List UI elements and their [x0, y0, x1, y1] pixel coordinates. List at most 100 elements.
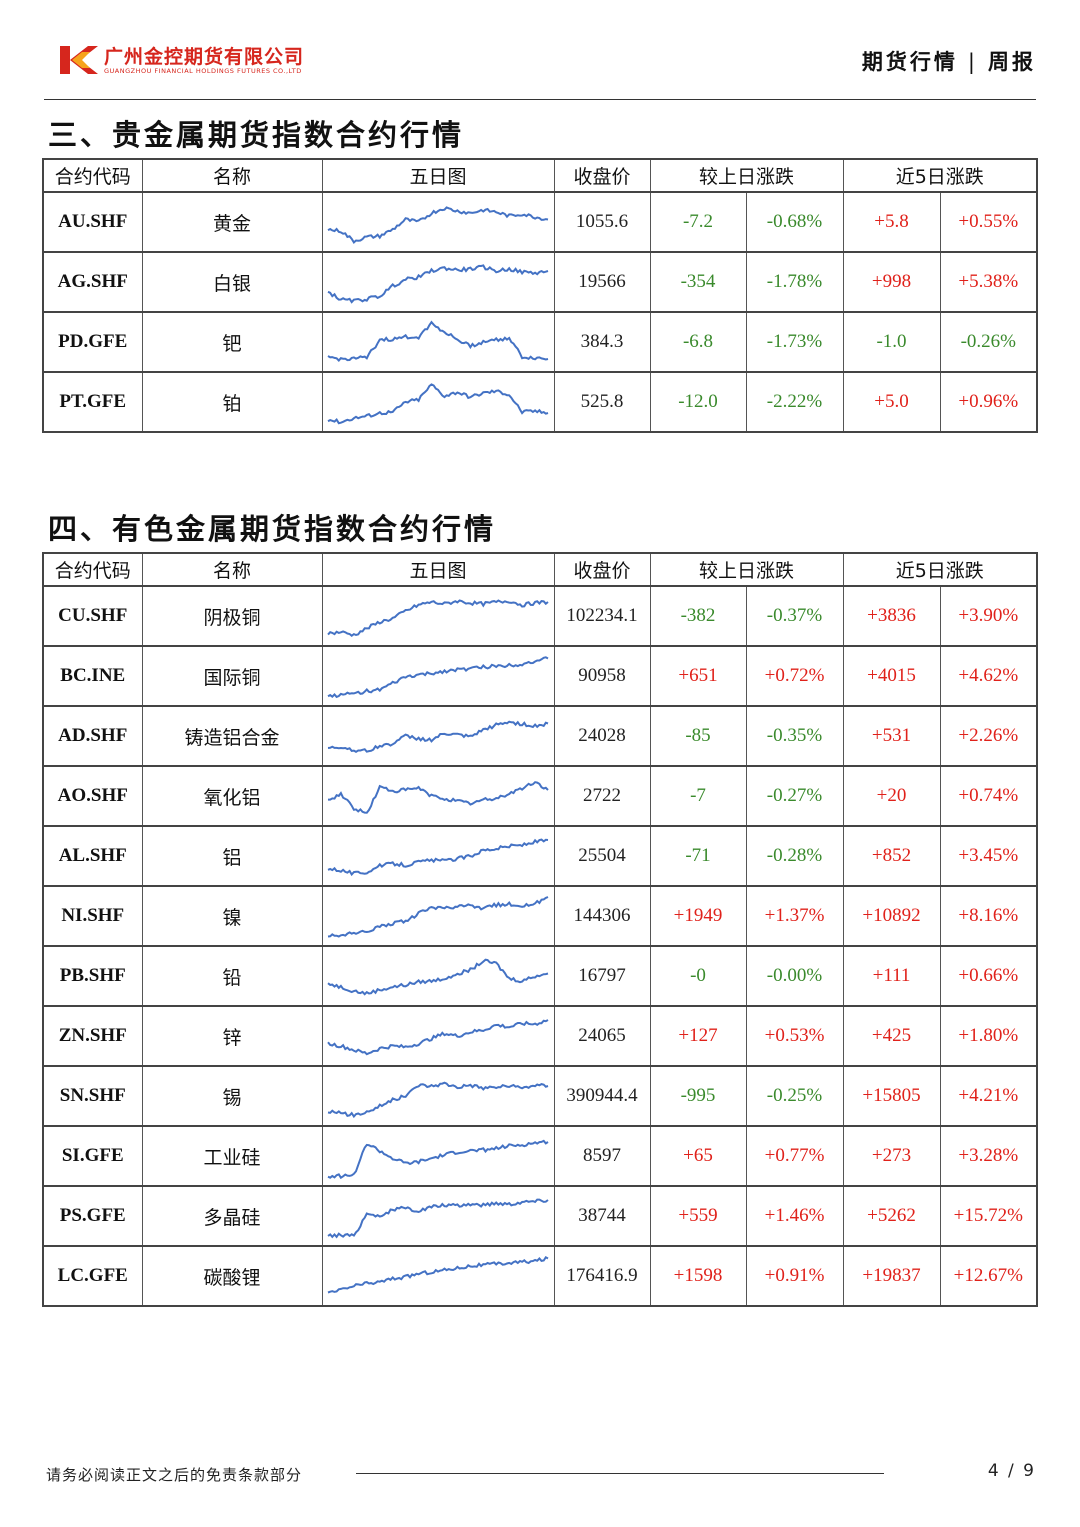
header-separator: | — [967, 50, 978, 74]
five-day-chart-cell — [321, 825, 555, 887]
table-body: CU.SHF 阴极铜 102234.1 -382 -0.37% +3836 +3.90% BC… — [42, 585, 1039, 1307]
daily-change-pct: +0.91% — [745, 1245, 844, 1307]
five-day-chart-cell — [321, 765, 555, 827]
precious-metals-table: 合约代码 名称 五日图 收盘价 较上日涨跌 近5日涨跌 AU.SHF 黄金 1055.6 -7.2… — [42, 158, 1039, 433]
daily-change-pct: +0.77% — [745, 1125, 844, 1187]
close-price: 390944.4 — [553, 1065, 651, 1127]
contract-code: NI.SHF — [42, 885, 143, 947]
weekly-change-pct: +4.21% — [939, 1065, 1039, 1127]
daily-change: -6.8 — [649, 311, 747, 373]
weekly-change: +5.8 — [842, 191, 941, 253]
five-day-sparkline — [327, 1139, 549, 1180]
daily-change-pct: +0.72% — [745, 645, 844, 707]
table-row: ZN.SHF 锌 24065 +127 +0.53% +425 +1.80% — [42, 1005, 1039, 1067]
daily-change: -354 — [649, 251, 747, 313]
close-price: 25504 — [553, 825, 651, 887]
close-price: 102234.1 — [553, 585, 651, 647]
table-row: LC.GFE 碳酸锂 176416.9 +1598 +0.91% +19837 +12.67… — [42, 1245, 1039, 1307]
close-price: 2722 — [553, 765, 651, 827]
close-price: 90958 — [553, 645, 651, 707]
five-day-chart-cell — [321, 705, 555, 767]
contract-name: 铝 — [141, 825, 323, 887]
sparkline-series — [327, 958, 549, 996]
company-name-en: GUANGZHOU FINANCIAL HOLDINGS FUTURES CO.… — [104, 67, 302, 75]
table-body: AU.SHF 黄金 1055.6 -7.2 -0.68% +5.8 +0.55% AG.SHF… — [42, 191, 1039, 433]
five-day-sparkline — [327, 1255, 549, 1294]
five-day-chart-cell — [321, 885, 555, 947]
five-day-sparkline — [327, 264, 549, 304]
contract-name: 碳酸锂 — [141, 1245, 323, 1307]
daily-change-pct: -0.37% — [745, 585, 844, 647]
col-chart-header: 五日图 — [321, 552, 555, 587]
daily-change-pct: -1.78% — [745, 251, 844, 313]
col-daily-change-header: 较上日涨跌 — [649, 158, 844, 193]
weekly-change-pct: +2.26% — [939, 705, 1039, 767]
weekly-change-pct: +5.38% — [939, 251, 1039, 313]
col-weekly-change-header: 近5日涨跌 — [842, 552, 1039, 587]
sparkline-series — [327, 320, 549, 362]
five-day-chart-cell — [321, 585, 555, 647]
footer-divider — [356, 1473, 884, 1474]
close-price: 38744 — [553, 1185, 651, 1247]
contract-name: 国际铜 — [141, 645, 323, 707]
weekly-change-pct: +15.72% — [939, 1185, 1039, 1247]
daily-change: -85 — [649, 705, 747, 767]
col-name-header: 名称 — [141, 552, 323, 587]
weekly-change-pct: +3.45% — [939, 825, 1039, 887]
section-title-precious-metals: 三、贵金属期货指数合约行情 — [48, 118, 465, 152]
close-price: 1055.6 — [553, 191, 651, 253]
daily-change-pct: -1.73% — [745, 311, 844, 373]
daily-change-pct: -0.00% — [745, 945, 844, 1007]
weekly-change-pct: -0.26% — [939, 311, 1039, 373]
five-day-chart-cell — [321, 251, 555, 313]
weekly-change-pct: +3.28% — [939, 1125, 1039, 1187]
daily-change-pct: +1.46% — [745, 1185, 844, 1247]
sparkline-series — [327, 1139, 549, 1180]
col-weekly-change-header: 近5日涨跌 — [842, 158, 1039, 193]
contract-name: 钯 — [141, 311, 323, 373]
nonferrous-metals-table: 合约代码 名称 五日图 收盘价 较上日涨跌 近5日涨跌 CU.SHF 阴极铜 102234.1-… — [42, 552, 1039, 1307]
contract-code: AU.SHF — [42, 191, 143, 253]
five-day-sparkline — [327, 1081, 549, 1119]
contract-name: 铸造铝合金 — [141, 705, 323, 767]
header-divider — [44, 99, 1036, 100]
daily-change: +1598 — [649, 1245, 747, 1307]
daily-change: +1949 — [649, 885, 747, 947]
five-day-chart-cell — [321, 945, 555, 1007]
weekly-change-pct: +0.96% — [939, 371, 1039, 433]
five-day-sparkline — [327, 720, 549, 753]
weekly-change: +273 — [842, 1125, 941, 1187]
table-row: SN.SHF 锡 390944.4 -995 -0.25% +15805 +4.21% — [42, 1065, 1039, 1127]
weekly-change-pct: +1.80% — [939, 1005, 1039, 1067]
table-row: PT.GFE 铂 525.8 -12.0 -2.22% +5.0 +0.96% — [42, 371, 1039, 433]
contract-name: 工业硅 — [141, 1125, 323, 1187]
close-price: 24028 — [553, 705, 651, 767]
weekly-change-pct: +8.16% — [939, 885, 1039, 947]
daily-change-pct: +0.53% — [745, 1005, 844, 1067]
daily-change: +559 — [649, 1185, 747, 1247]
section-title-nonferrous-metals: 四、有色金属期货指数合约行情 — [48, 512, 497, 546]
close-price: 24065 — [553, 1005, 651, 1067]
weekly-change-pct: +12.67% — [939, 1245, 1039, 1307]
five-day-chart-cell — [321, 645, 555, 707]
daily-change-pct: -0.68% — [745, 191, 844, 253]
contract-code: CU.SHF — [42, 585, 143, 647]
report-title: 期货行情 | 周报 — [862, 46, 1036, 76]
contract-name: 镍 — [141, 885, 323, 947]
five-day-sparkline — [327, 896, 549, 938]
weekly-change: +852 — [842, 825, 941, 887]
weekly-change-pct: +3.90% — [939, 585, 1039, 647]
daily-change: -7 — [649, 765, 747, 827]
daily-change-pct: -0.25% — [745, 1065, 844, 1127]
weekly-change: +5.0 — [842, 371, 941, 433]
five-day-sparkline — [327, 320, 549, 362]
contract-code: PT.GFE — [42, 371, 143, 433]
five-day-sparkline — [327, 383, 549, 425]
contract-code: PS.GFE — [42, 1185, 143, 1247]
sparkline-series — [327, 1019, 549, 1056]
five-day-sparkline — [327, 838, 549, 877]
sparkline-series — [327, 383, 549, 425]
five-day-chart-cell — [321, 1065, 555, 1127]
contract-code: PB.SHF — [42, 945, 143, 1007]
daily-change-pct: -0.27% — [745, 765, 844, 827]
